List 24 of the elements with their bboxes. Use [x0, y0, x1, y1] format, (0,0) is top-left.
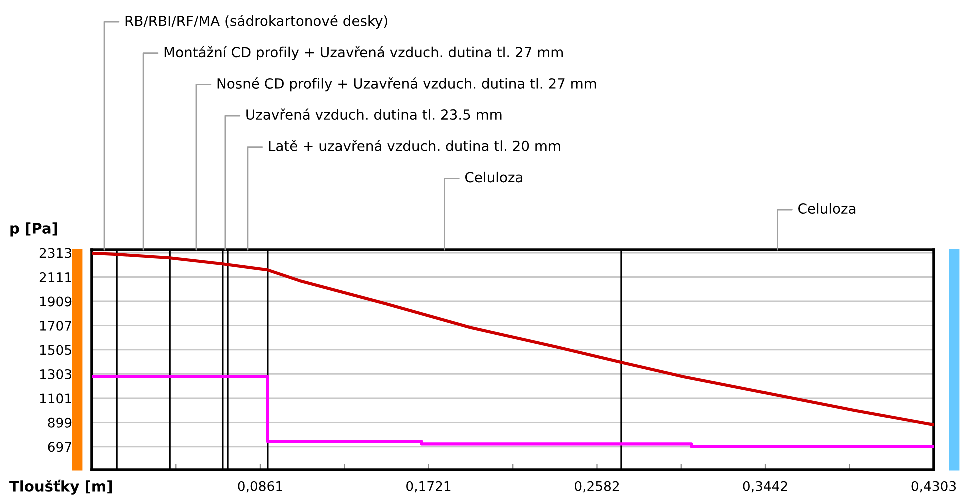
y-tick-label: 1909 [40, 296, 72, 307]
y-axis-title: p [Pa] [10, 222, 58, 237]
text: Celuloza [798, 203, 856, 214]
y-tick-label: 697 [48, 442, 72, 452]
y-tick-label: 899 [48, 418, 72, 428]
text: Celuloza [465, 172, 523, 183]
text: Montážní CD profily + Uzavřená vzduch. dutina tl. 27 mm [164, 46, 563, 60]
y-tick-label: 2111 [40, 272, 72, 282]
y-tick-label: 1505 [40, 345, 72, 356]
x-tick-label: 0,3442 [743, 481, 788, 493]
annotation: RB/RBI/RF/MA (sádrokartonové desky) [126, 15, 388, 29]
x-tick-label: 0,4303 [912, 481, 956, 493]
line-series [92, 252, 934, 427]
annotation: Uzavřená vzduch. dutina tl. 23.5 mm [246, 108, 502, 120]
text: Nosné CD profily + Uzavřená vzduch. dutina tl. 27 mm [218, 78, 596, 92]
x-tick-label: 0,2582 [575, 481, 619, 493]
y-tick-label: 2313 [40, 248, 72, 258]
y-tick-label: 1707 [40, 320, 72, 331]
y-tick-label: 1101 [40, 394, 72, 404]
x-tick-label: 0,1721 [406, 481, 451, 493]
x-axis-title: Tloušťky [m] [10, 480, 112, 495]
text: Latě + uzavřená vzduch. dutina tl. 20 mm [269, 140, 560, 152]
y-tick-label: 1303 [40, 369, 72, 380]
x-tick-label: 0,0861 [238, 481, 282, 493]
